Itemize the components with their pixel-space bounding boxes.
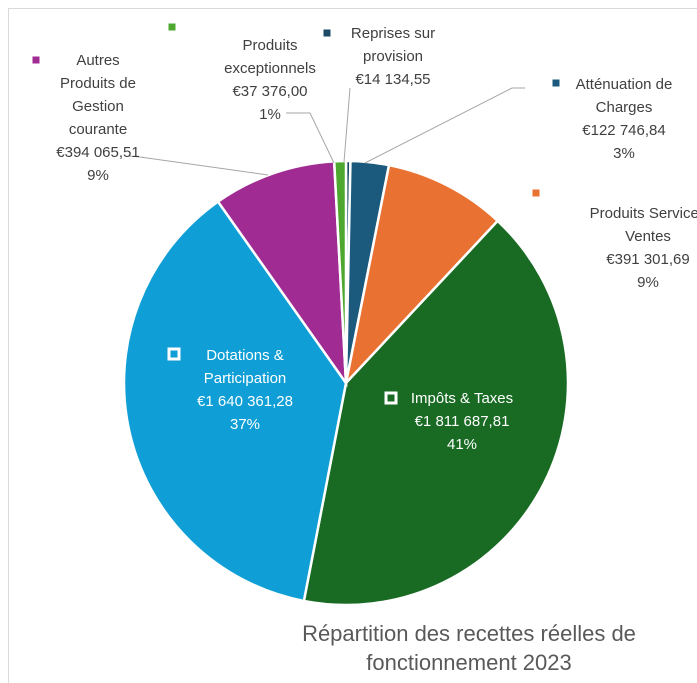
- percent-label: 9%: [637, 274, 659, 291]
- value-label: €391 301,69: [606, 251, 690, 268]
- percent-label: 9%: [87, 167, 109, 184]
- value-label: €1 640 361,28: [197, 393, 293, 410]
- percent-label: 3%: [613, 145, 635, 162]
- data-label: Produits exceptionnels €37 376,00 1%: [215, 34, 325, 126]
- leader-line: [127, 155, 269, 176]
- category-label: Atténuation de Charges: [575, 76, 673, 116]
- chart-title: Répartition des recettes réelles de fonc…: [302, 621, 636, 675]
- leader-line: [286, 112, 335, 164]
- data-label: Impôts & Taxes €1 811 687,81 41%: [392, 387, 532, 456]
- pie-slice: [343, 163, 500, 388]
- value-label: €1 811 687,81: [414, 413, 510, 430]
- legend-marker: [32, 56, 40, 64]
- pie-slice: [302, 219, 570, 607]
- value-label: €37 376,00: [232, 83, 308, 100]
- category-label: Dotations & Participation: [203, 347, 287, 387]
- category-label: Produits Services Ventes: [589, 205, 697, 245]
- pie-slice: [332, 159, 348, 384]
- category-label: Impôts & Taxes: [410, 390, 514, 407]
- value-label: €122 746,84: [582, 122, 666, 139]
- legend-marker: [167, 347, 181, 361]
- percent-label: 1%: [259, 106, 281, 123]
- data-label: Produits Services Ventes €391 301,69 9%: [583, 202, 697, 294]
- value-label: €394 065,51: [56, 144, 140, 161]
- value-label: €14 134,55: [355, 71, 431, 88]
- legend-marker: [323, 29, 331, 37]
- data-label: Autres Produits de Gestion courante €394 …: [48, 49, 148, 187]
- frame: [8, 8, 697, 683]
- legend-marker: [552, 79, 560, 87]
- pie-slice: [122, 199, 348, 603]
- leader-line: [364, 87, 525, 164]
- data-label: Dotations & Participation €1 640 361,28 37…: [180, 344, 310, 436]
- category-label: Produits exceptionnels: [224, 37, 316, 77]
- data-label: Atténuation de Charges €122 746,84 3%: [564, 73, 684, 165]
- leader-line: [343, 87, 351, 163]
- legend-marker: [168, 23, 176, 31]
- legend-marker: [532, 189, 540, 197]
- data-label: Reprises sur provision €14 134,55: [337, 22, 449, 91]
- percent-label: 41%: [446, 436, 478, 453]
- legend-marker: [384, 391, 398, 405]
- category-label: Autres Produits de Gestion courante: [60, 52, 136, 138]
- percent-label: 37%: [229, 416, 261, 433]
- pie-slice: [216, 159, 348, 388]
- category-label: Reprises sur provision: [350, 25, 436, 65]
